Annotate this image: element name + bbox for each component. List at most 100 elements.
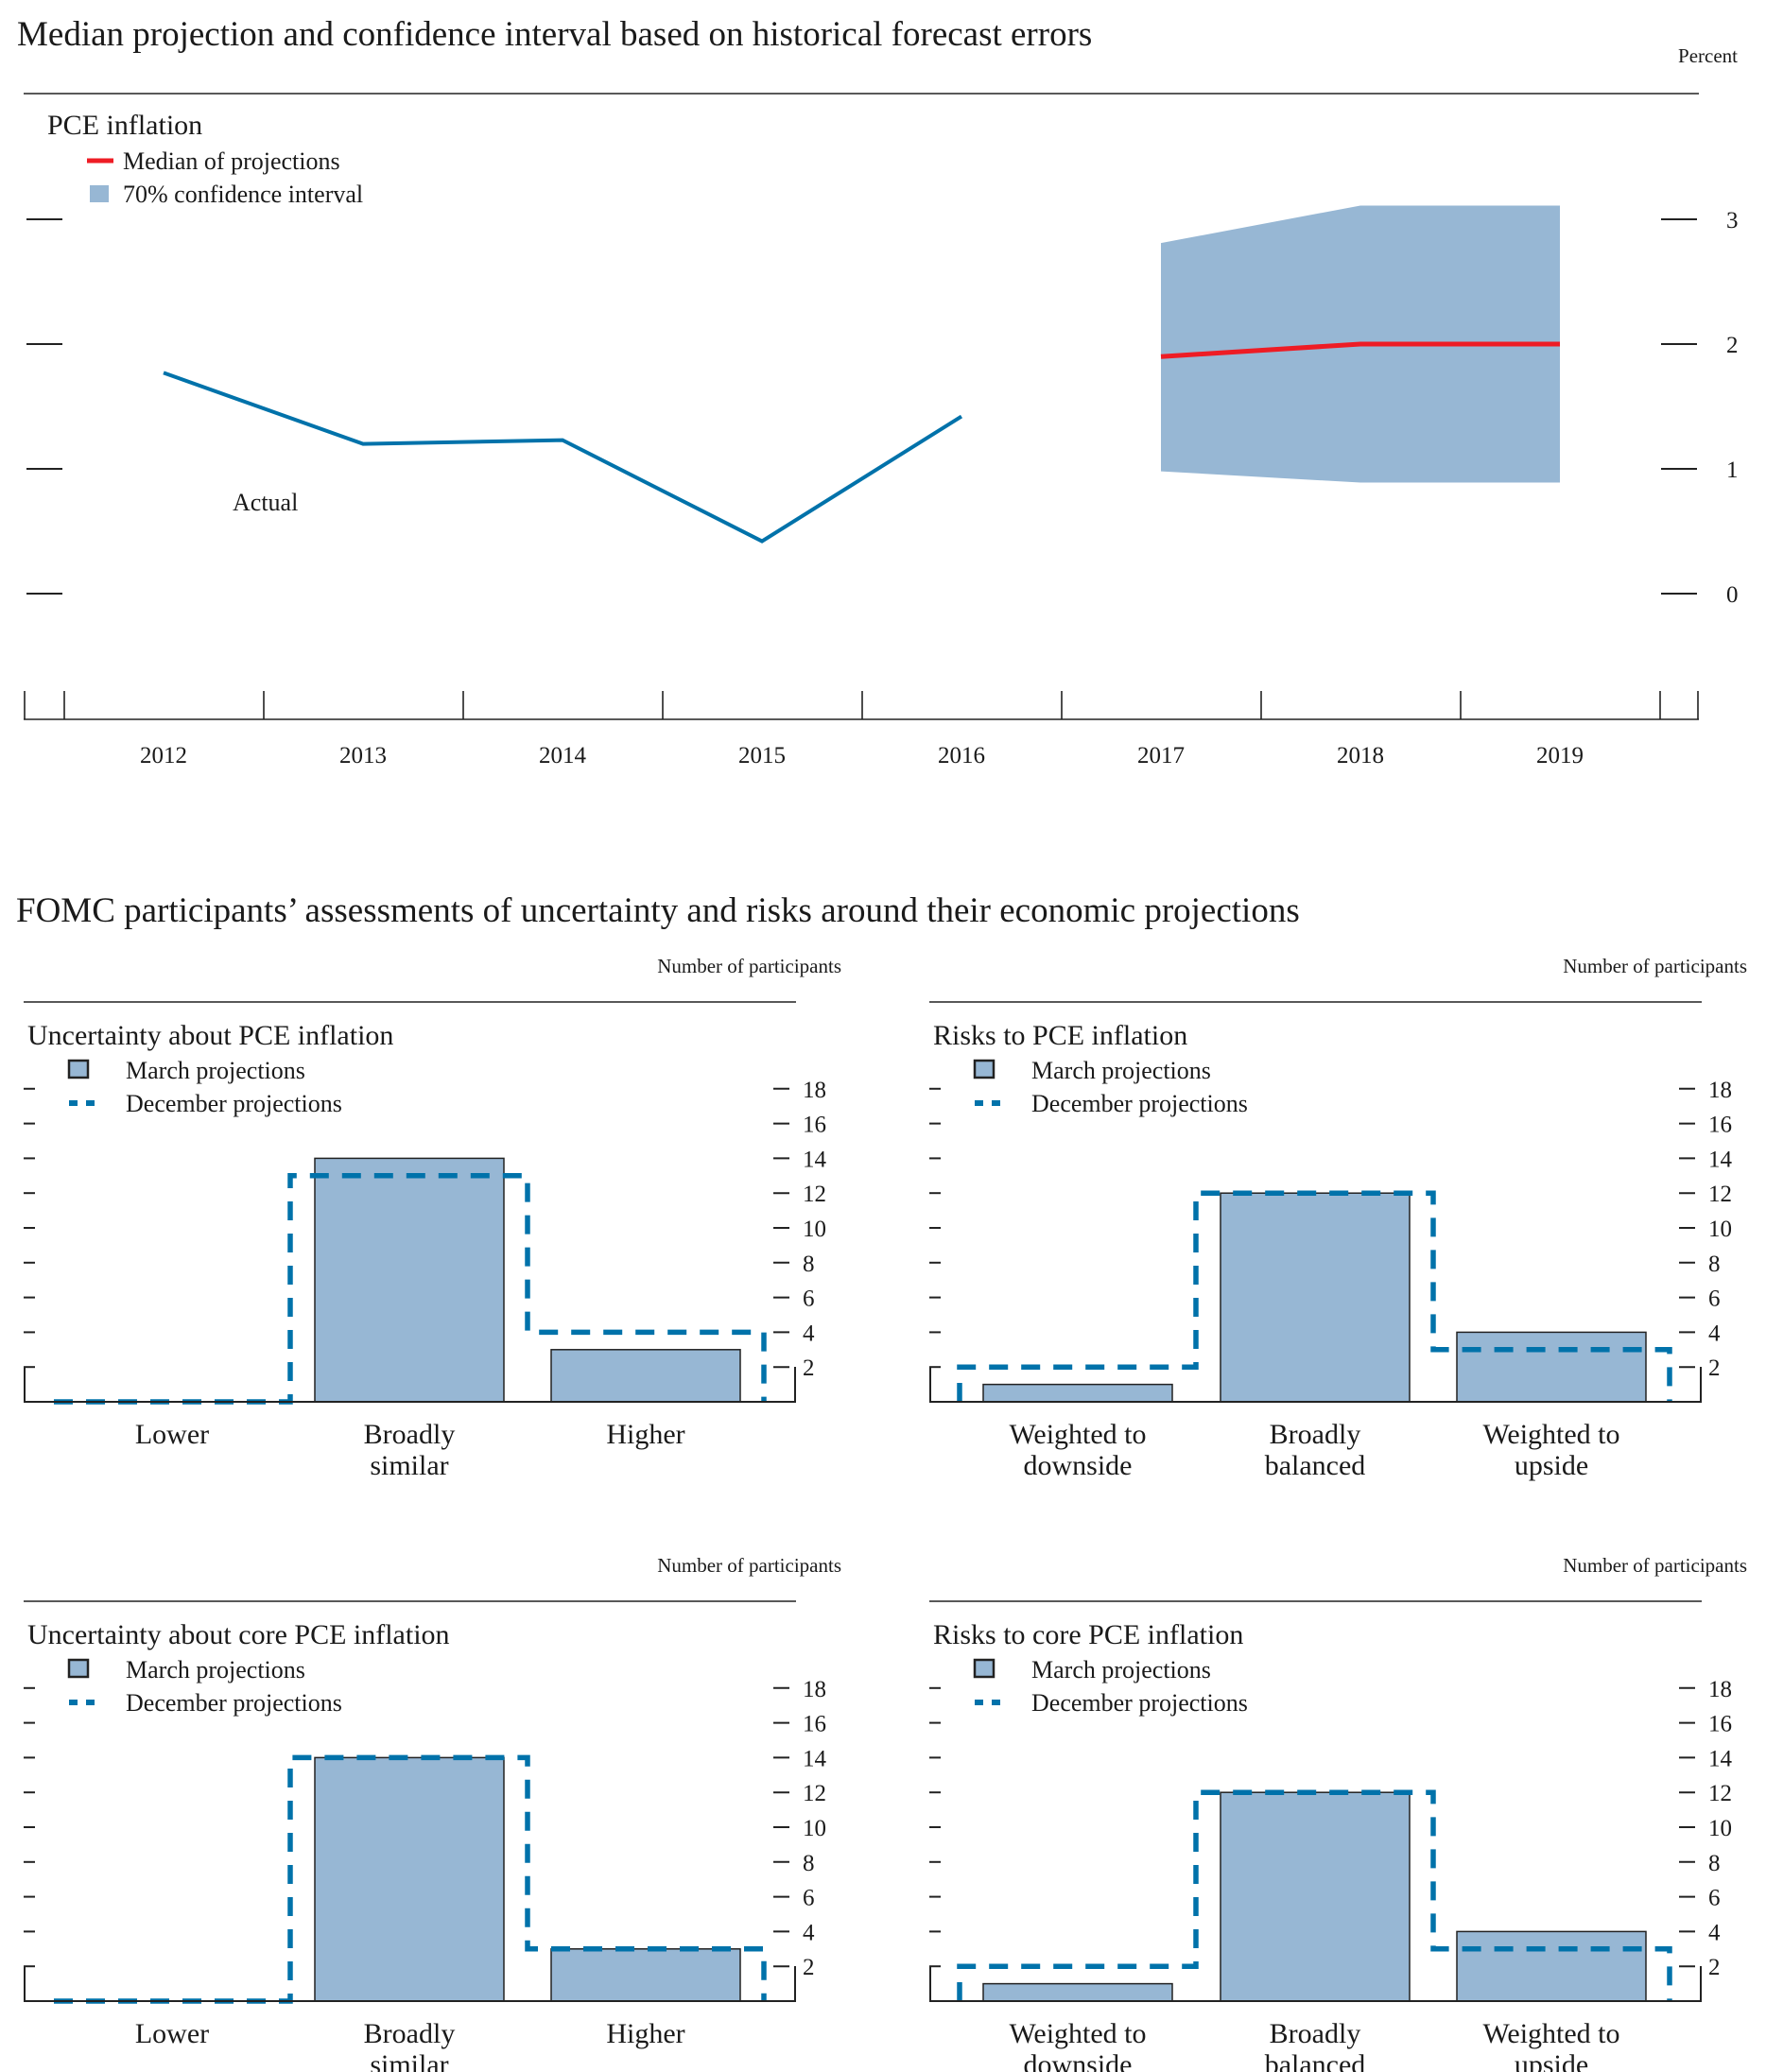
- y-tick-label: 16: [1708, 1113, 1732, 1138]
- y-tick-label: 14: [803, 1147, 827, 1172]
- y-tick-label: 18: [1708, 1078, 1732, 1103]
- march-bar: [314, 1157, 505, 1403]
- legend-median-label: Median of projections: [123, 147, 340, 175]
- y-tick-label: 14: [803, 1746, 827, 1771]
- actual-line: [163, 371, 963, 544]
- y-tick-label: 14: [1708, 1746, 1733, 1771]
- y-tick-label: 16: [803, 1712, 826, 1737]
- y-tick-label: 2: [803, 1355, 815, 1381]
- actual-annotation: Actual: [233, 489, 298, 516]
- category-label: similar: [370, 1450, 448, 1481]
- category-label: Broadly: [364, 2018, 456, 2049]
- march-bar: [550, 1349, 741, 1403]
- december-step-line: [957, 1190, 1672, 1402]
- legend-december-label: December projections: [1031, 1090, 1248, 1117]
- y-tick-label: 2: [1708, 1955, 1721, 1980]
- y-tick-label: 4: [803, 1321, 815, 1346]
- category-label: Higher: [606, 2018, 684, 2049]
- median-line: [1160, 341, 1560, 359]
- panel-title: Risks to core PCE inflation: [933, 1619, 1243, 1650]
- y-tick-label: 12: [1708, 1781, 1732, 1806]
- legend-march-label: March projections: [1031, 1057, 1211, 1084]
- legend-march-swatch: [67, 1059, 90, 1079]
- y-tick-label: 8: [1708, 1252, 1721, 1277]
- unit-label: Number of participants: [1563, 955, 1747, 977]
- panel-title: Risks to PCE inflation: [933, 1020, 1187, 1051]
- march-bar: [1220, 1791, 1411, 2002]
- march-bar: [1456, 1331, 1647, 1403]
- category-label: Weighted to: [1482, 1419, 1619, 1450]
- y-tick-label: 8: [803, 1252, 815, 1277]
- legend-interval-label: 70% confidence interval: [123, 181, 363, 208]
- y-tick-label: 1: [1726, 458, 1739, 483]
- second-title: FOMC participants’ assessments of uncert…: [16, 891, 1300, 930]
- unit-label: Number of participants: [657, 955, 841, 977]
- y-tick-label: 16: [1708, 1712, 1732, 1737]
- main-title: Median projection and confidence interva…: [17, 15, 1092, 54]
- y-tick-label: 6: [1708, 1886, 1721, 1911]
- category-label: upside: [1515, 1450, 1588, 1481]
- y-tick-label: 12: [803, 1182, 826, 1207]
- x-tick-label: 2015: [738, 743, 786, 768]
- march-bar: [314, 1756, 505, 2002]
- category-label: downside: [1024, 2049, 1133, 2072]
- panel-title: Uncertainty about core PCE inflation: [27, 1619, 450, 1650]
- y-tick-label: 8: [803, 1851, 815, 1876]
- legend-march-swatch: [973, 1059, 996, 1079]
- category-label: Broadly: [1270, 2018, 1361, 2049]
- legend-interval-swatch: [90, 185, 109, 202]
- y-tick-label: 0: [1726, 582, 1739, 608]
- x-tick-label: 2016: [938, 743, 985, 768]
- category-label: Weighted to: [1009, 1419, 1146, 1450]
- category-label: Weighted to: [1009, 2018, 1146, 2049]
- y-tick-label: 10: [803, 1816, 826, 1841]
- y-tick-label: 12: [1708, 1182, 1732, 1207]
- category-label: Higher: [606, 1419, 684, 1450]
- march-bar: [1220, 1192, 1411, 1403]
- y-tick-label: 18: [1708, 1677, 1732, 1702]
- y-tick-label: 14: [1708, 1147, 1733, 1172]
- y-tick-label: 6: [1708, 1286, 1721, 1312]
- unit-label: Percent: [1678, 44, 1738, 67]
- category-label: balanced: [1265, 2049, 1366, 2072]
- y-tick-label: 18: [803, 1078, 826, 1103]
- x-tick-label: 2017: [1137, 743, 1185, 768]
- category-label: Lower: [135, 2018, 209, 2049]
- x-tick-label: 2013: [339, 743, 387, 768]
- x-tick-label: 2012: [140, 743, 187, 768]
- legend-march-swatch: [973, 1658, 996, 1679]
- december-step-line: [957, 1789, 1672, 2001]
- x-tick-label: 2019: [1536, 743, 1584, 768]
- category-label: upside: [1515, 2049, 1588, 2072]
- legend-march-label: March projections: [126, 1656, 305, 1684]
- y-tick-label: 12: [803, 1781, 826, 1806]
- y-tick-label: 4: [1708, 1321, 1721, 1346]
- y-tick-label: 16: [803, 1113, 826, 1138]
- legend-december-label: December projections: [1031, 1689, 1248, 1717]
- y-tick-label: 8: [1708, 1851, 1721, 1876]
- category-label: similar: [370, 2049, 448, 2072]
- march-bar: [982, 1982, 1173, 2002]
- x-tick-label: 2014: [539, 743, 587, 768]
- unit-label: Number of participants: [1563, 1554, 1747, 1577]
- category-label: Broadly: [1270, 1419, 1361, 1450]
- y-tick-label: 4: [803, 1920, 815, 1945]
- march-bar: [1456, 1930, 1647, 2002]
- y-tick-label: 6: [803, 1886, 815, 1911]
- legend-december-label: December projections: [126, 1689, 342, 1717]
- chart-title: PCE inflation: [47, 110, 202, 141]
- category-label: downside: [1024, 1450, 1133, 1481]
- march-bar: [982, 1383, 1173, 1403]
- category-label: Weighted to: [1482, 2018, 1619, 2049]
- y-tick-label: 4: [1708, 1920, 1721, 1945]
- y-tick-label: 10: [1708, 1217, 1732, 1242]
- category-label: balanced: [1265, 1450, 1366, 1481]
- y-tick-label: 10: [1708, 1816, 1732, 1841]
- legend-march-label: March projections: [126, 1057, 305, 1084]
- panel-title: Uncertainty about PCE inflation: [27, 1020, 393, 1051]
- legend-march-label: March projections: [1031, 1656, 1211, 1684]
- legend-march-swatch: [67, 1658, 90, 1679]
- category-label: Broadly: [364, 1419, 456, 1450]
- y-tick-label: 3: [1726, 208, 1739, 233]
